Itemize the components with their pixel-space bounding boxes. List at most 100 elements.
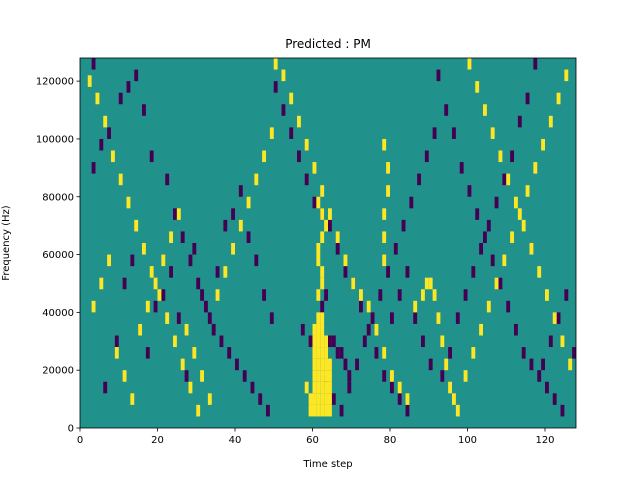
heatmap-cell-low: [242, 370, 247, 382]
heatmap-cell-high: [343, 254, 348, 267]
heatmap-cell-high: [479, 323, 483, 336]
heatmap-cell-high: [188, 381, 193, 394]
heatmap-cell-high: [320, 358, 325, 371]
heatmap-cell-high: [463, 370, 468, 382]
heatmap-cell-low: [200, 289, 204, 301]
heatmap-cell-low: [347, 370, 352, 382]
heatmap-cell-high: [390, 370, 394, 382]
heatmap-cell-low: [347, 381, 352, 394]
heatmap-cell-high: [111, 150, 115, 163]
heatmap-cell-low: [366, 323, 371, 336]
heatmap-cell-high: [95, 92, 100, 105]
heatmap-cell-low: [107, 127, 111, 139]
heatmap-cell-high: [269, 127, 274, 139]
heatmap-cell-high: [351, 277, 356, 290]
heatmap-cell-high: [196, 404, 201, 417]
heatmap-cell-low: [122, 277, 127, 290]
x-tick-label: 0: [77, 435, 83, 446]
heatmap-cell-high: [308, 393, 313, 405]
heatmap-cell-high: [455, 404, 460, 417]
heatmap-cell-low: [324, 289, 328, 301]
heatmap-cell-high: [386, 162, 390, 174]
heatmap-cell-low: [479, 243, 483, 255]
heatmap-cell-high: [312, 358, 317, 371]
heatmap-cell-low: [390, 381, 394, 394]
heatmap-cell-low: [533, 58, 538, 70]
heatmap-cell-high: [316, 381, 321, 394]
heatmap-cell-low: [250, 381, 255, 394]
heatmap-cell-high: [324, 381, 328, 394]
heatmap-cell-low: [572, 347, 576, 359]
heatmap-cell-high: [316, 404, 321, 417]
heatmap-cell-high: [223, 266, 228, 278]
heatmap-cell-high: [324, 335, 328, 348]
heatmap-cell-low: [405, 266, 410, 278]
heatmap-cell-high: [529, 243, 534, 255]
heatmap-cell-high: [192, 347, 197, 359]
heatmap-cell-high: [328, 381, 332, 394]
heatmap-cell-high: [316, 370, 321, 382]
heatmap-cell-low: [328, 335, 332, 348]
heatmap-cell-high: [533, 162, 538, 174]
heatmap-cell-high: [552, 312, 557, 324]
heatmap-cell-high: [471, 347, 476, 359]
heatmap-cell-low: [374, 347, 379, 359]
y-tick-label: 0: [68, 424, 74, 435]
heatmap-cell-high: [467, 58, 472, 70]
heatmap-cell-low: [545, 381, 549, 394]
heatmap-cell-low: [173, 208, 177, 220]
heatmap-cell-low: [386, 266, 390, 278]
heatmap-cell-high: [312, 404, 317, 417]
heatmap-cell-high: [405, 393, 410, 405]
heatmap-cell-high: [328, 404, 332, 417]
heatmap-cell-low: [169, 266, 173, 278]
heatmap-cell-high: [560, 335, 565, 348]
heatmap-cell-low: [134, 69, 139, 82]
heatmap-cell-high: [324, 370, 328, 382]
heatmap-cell-high: [320, 323, 325, 336]
y-tick-label: 40000: [42, 308, 74, 319]
heatmap-cell-low: [161, 289, 166, 301]
heatmap-cell-high: [382, 254, 387, 267]
heatmap-cell-low: [378, 289, 383, 301]
heatmap-cell-high: [273, 58, 278, 70]
heatmap-cell-low: [471, 266, 476, 278]
heatmap-cell-low: [355, 358, 359, 371]
heatmap-cell-low: [149, 150, 154, 163]
heatmap-cell-high: [304, 138, 309, 151]
heatmap-cell-high: [316, 347, 321, 359]
heatmap-cell-high: [324, 347, 328, 359]
x-tick-label: 100: [458, 435, 477, 446]
heatmap-cell-low: [204, 300, 208, 313]
heatmap-cell-high: [502, 254, 507, 267]
heatmap-cell-high: [165, 312, 170, 324]
heatmap-cell-low: [413, 312, 418, 324]
heatmap-cell-low: [409, 196, 414, 209]
heatmap-cell-low: [343, 266, 348, 278]
heatmap-cell-high: [173, 335, 177, 348]
heatmap-cell-low: [335, 347, 340, 359]
heatmap-cell-low: [390, 312, 394, 324]
x-tick-label: 120: [535, 435, 554, 446]
heatmap-cell-low: [517, 115, 522, 128]
heatmap-cell-high: [254, 173, 259, 186]
heatmap-cell-low: [401, 219, 406, 232]
x-tick-label: 20: [151, 435, 164, 446]
heatmap-cell-low: [235, 358, 239, 371]
heatmap-cell-high: [262, 150, 266, 163]
heatmap-cell-low: [192, 243, 197, 255]
heatmap-cell-high: [312, 335, 317, 348]
heatmap-cell-low: [424, 150, 429, 163]
heatmap-cell-high: [545, 289, 549, 301]
heatmap-cell-low: [312, 196, 317, 209]
heatmap-cell-high: [320, 208, 325, 220]
heatmap-cell-low: [397, 289, 402, 301]
heatmap-cell-high: [169, 231, 173, 243]
heatmap-cell-low: [304, 173, 309, 186]
heatmap-cell-low: [165, 173, 170, 186]
heatmap-cell-low: [510, 150, 514, 163]
heatmap-cell-low: [297, 150, 301, 163]
heatmap-cell-high: [324, 358, 328, 371]
heatmap-cell-high: [316, 196, 321, 209]
